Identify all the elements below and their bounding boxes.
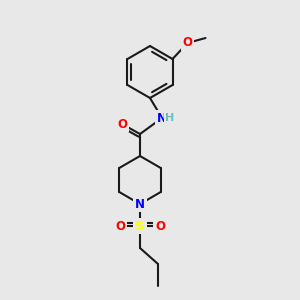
Text: S: S: [135, 220, 145, 232]
Text: O: O: [115, 220, 125, 232]
Text: N: N: [135, 197, 145, 211]
Text: N: N: [157, 112, 167, 124]
Text: O: O: [155, 220, 165, 232]
Text: H: H: [165, 113, 175, 123]
Text: O: O: [182, 37, 193, 50]
Text: O: O: [117, 118, 127, 130]
